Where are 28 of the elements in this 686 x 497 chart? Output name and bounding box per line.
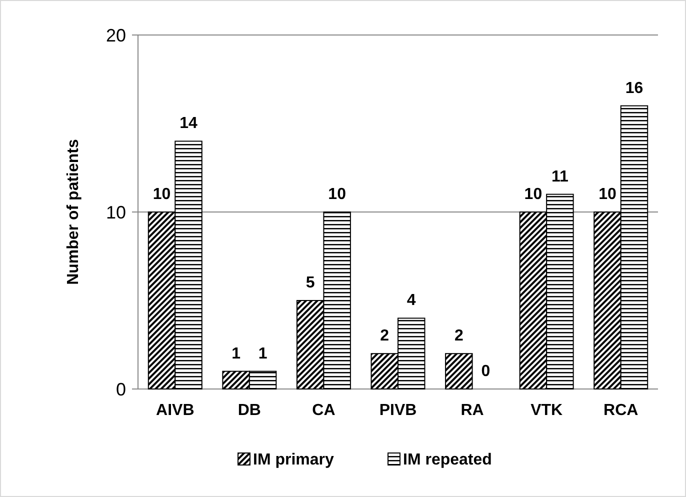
data-label: 4 xyxy=(406,292,416,310)
x-tick-label: RA xyxy=(460,402,484,419)
data-label: 10 xyxy=(598,186,616,203)
data-label: 10 xyxy=(524,186,542,203)
y-tick-label: 0 xyxy=(116,379,126,400)
data-label: 10 xyxy=(152,186,171,203)
data-label: 2 xyxy=(454,328,464,345)
data-label: 5 xyxy=(306,274,315,292)
data-label: 1 xyxy=(258,345,268,362)
x-tick-label: AIVB xyxy=(156,402,194,419)
y-tick-label: 10 xyxy=(106,202,126,222)
data-label: 0 xyxy=(481,363,490,380)
x-tick-label: PIVB xyxy=(379,402,417,419)
x-tick-label: RCA xyxy=(604,402,639,419)
data-label: 11 xyxy=(551,168,568,186)
x-tick-label: CA xyxy=(312,402,336,419)
legend-label: IM repeated xyxy=(403,452,492,469)
y-axis-title: Number of patients xyxy=(65,139,82,285)
x-tick-label: DB xyxy=(238,402,261,419)
bar xyxy=(445,353,473,390)
data-label: 16 xyxy=(625,80,644,97)
data-label: 2 xyxy=(380,328,390,345)
data-label: 10 xyxy=(328,186,346,203)
data-label: 14 xyxy=(180,115,198,132)
y-tick-label: 20 xyxy=(106,25,126,46)
data-label: 1 xyxy=(232,345,241,362)
x-tick-label: VTK xyxy=(530,402,564,419)
legend-label: IM primary xyxy=(253,452,334,469)
